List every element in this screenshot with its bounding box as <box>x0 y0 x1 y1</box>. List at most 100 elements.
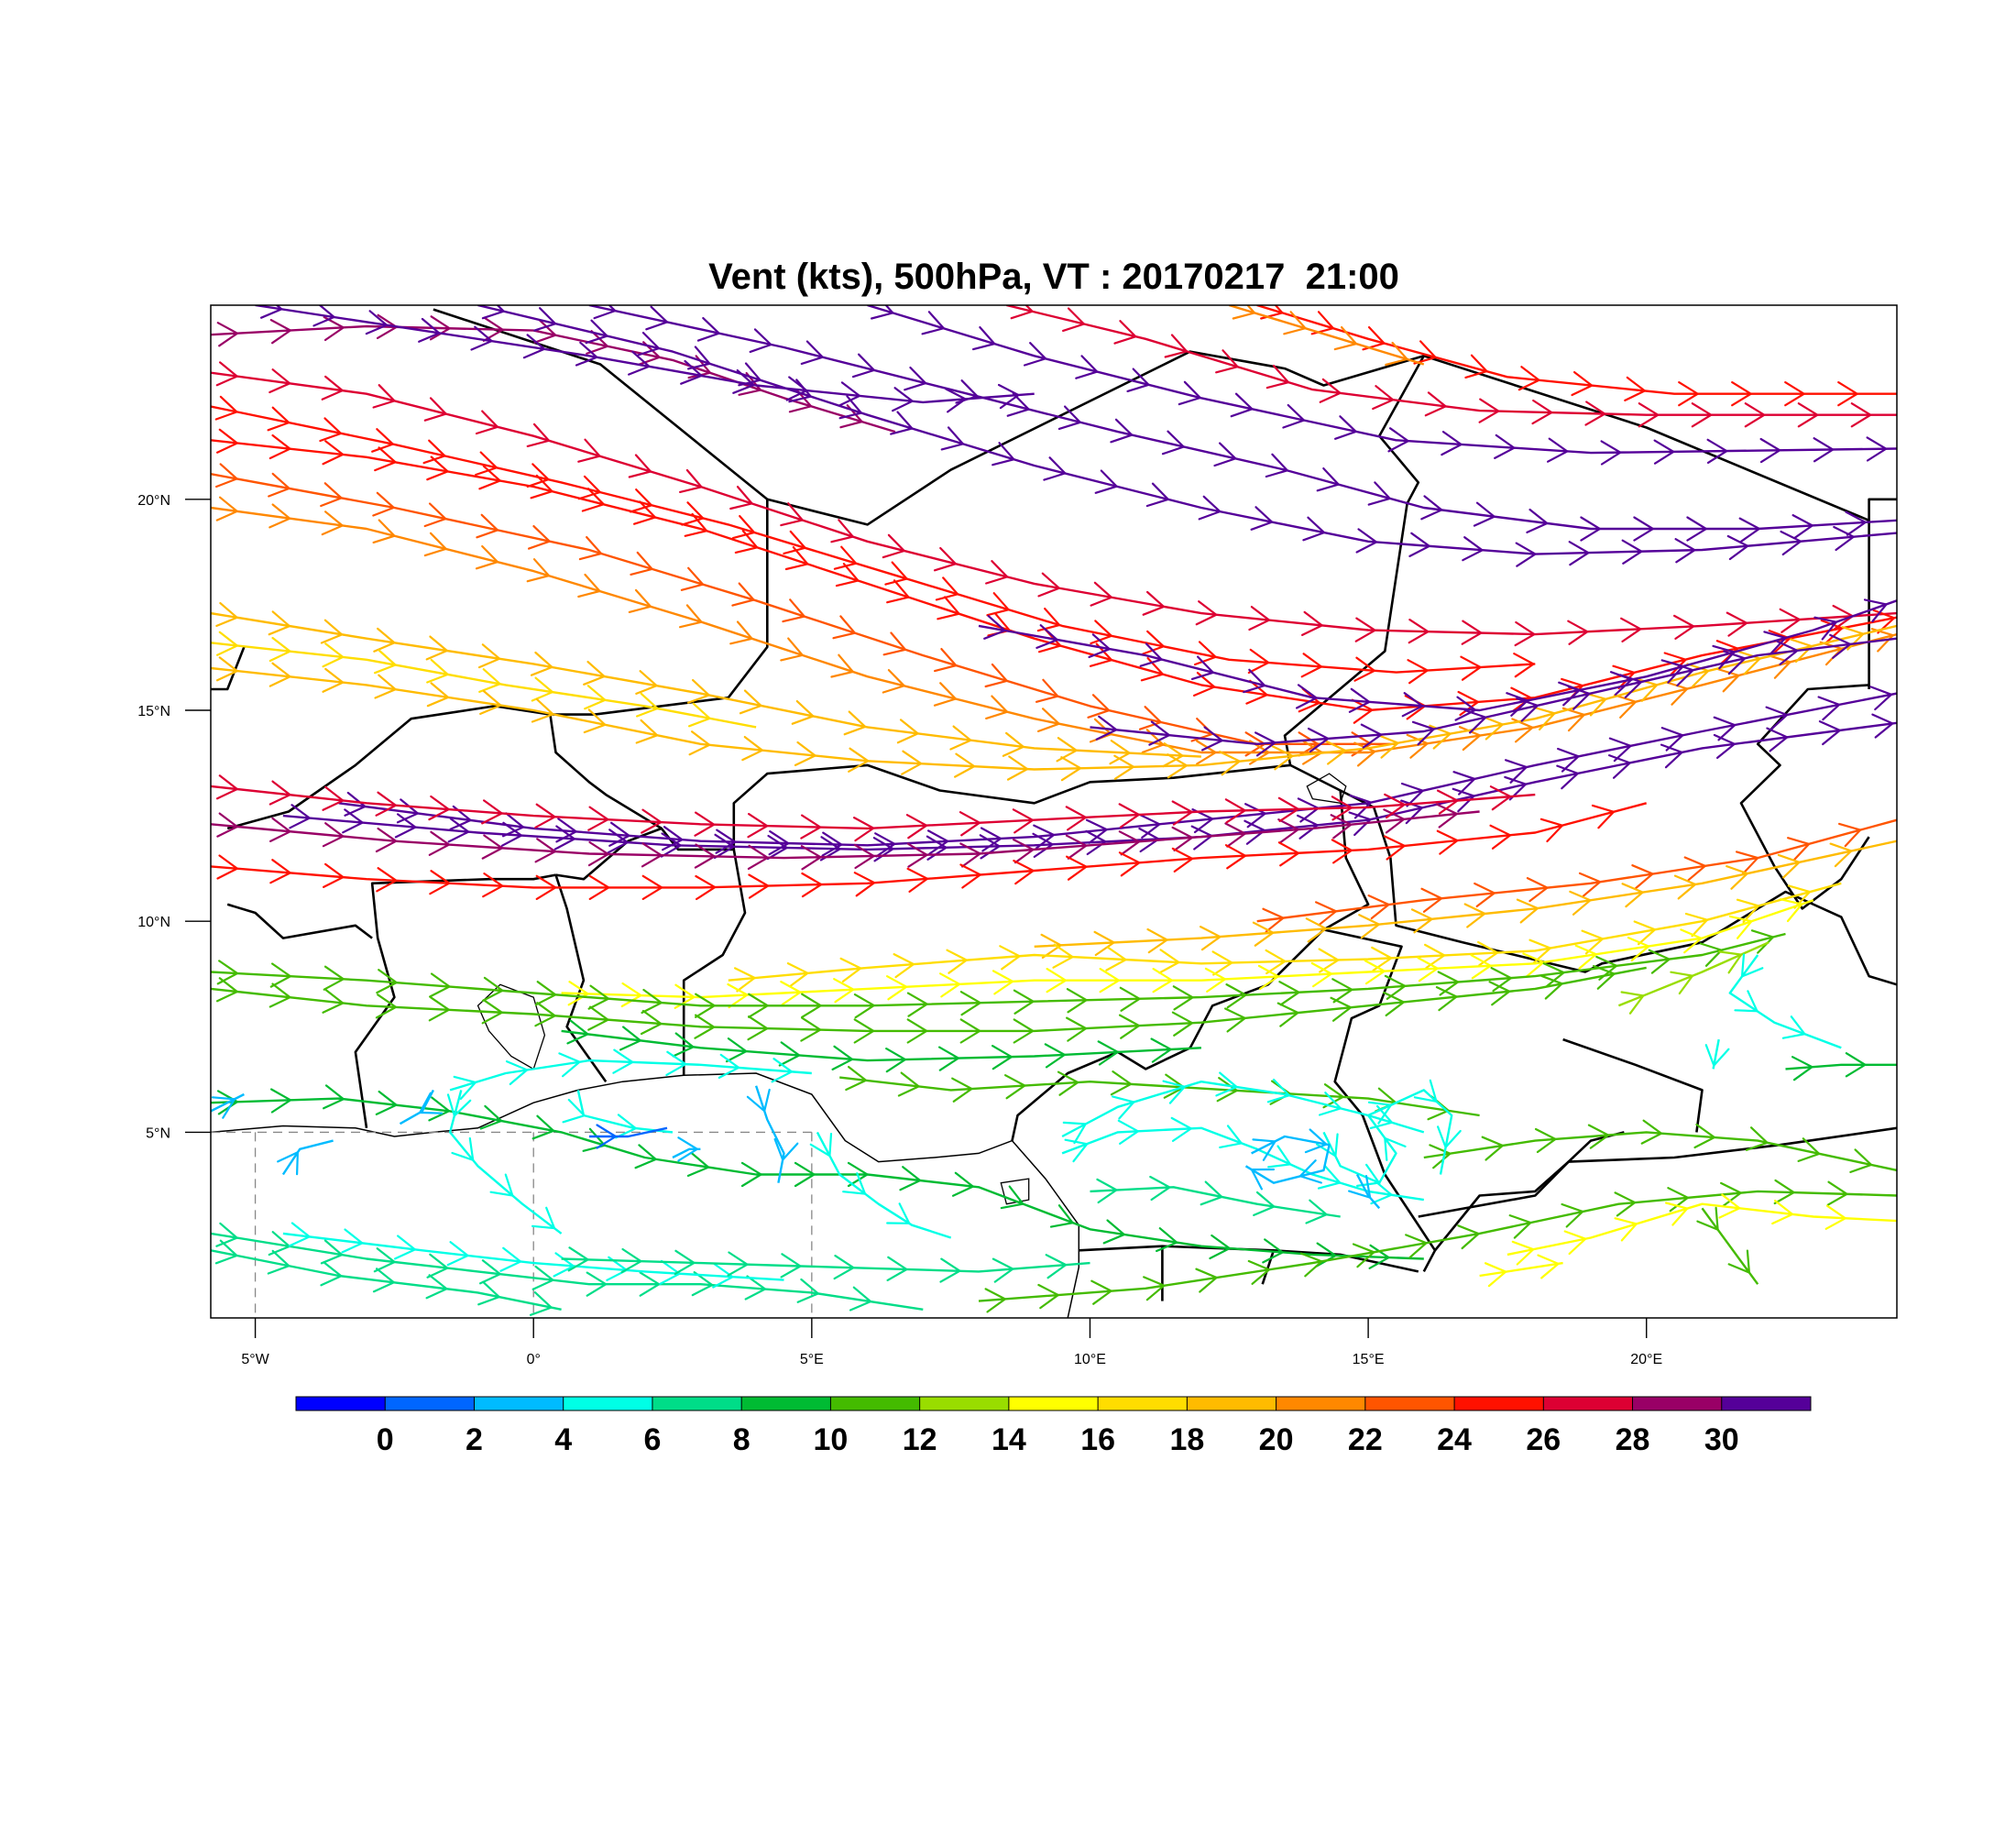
streamline-arrow <box>216 322 240 347</box>
streamline-arrow <box>1516 898 1540 924</box>
streamline-arrow <box>984 1288 1007 1313</box>
streamline-arrow <box>951 1077 974 1103</box>
streamline-arrow <box>312 305 336 327</box>
streamline <box>561 1246 1090 1283</box>
streamline-arrow <box>1863 598 1889 623</box>
streamline-arrow <box>1383 991 1406 1016</box>
streamline-arrow <box>1787 837 1812 862</box>
streamline-arrow <box>277 1150 300 1176</box>
streamline-arrow <box>1420 887 1444 913</box>
streamline-arrow <box>365 310 389 335</box>
streamline-arrow <box>1556 764 1580 790</box>
streamline-arrow <box>771 1058 794 1083</box>
streamline-arrow <box>1367 1101 1393 1125</box>
streamline-arrow <box>321 375 345 401</box>
streamline <box>211 428 1897 724</box>
streamline-arrow <box>1266 1078 1291 1103</box>
streamline-arrow <box>269 859 292 884</box>
streamline-arrow <box>526 463 551 488</box>
streamline-arrow <box>428 996 452 1022</box>
streamline-arrow <box>659 1259 682 1285</box>
coastline-path <box>211 1072 1080 1318</box>
streamline-arrow <box>939 972 962 998</box>
streamline-arrow <box>1298 687 1321 713</box>
streamline-arrow <box>1633 516 1656 542</box>
streamline-arrow <box>1435 986 1459 1012</box>
streamline-arrow <box>481 834 504 860</box>
streamline <box>1316 1079 1462 1187</box>
streamline-arrow <box>660 832 683 858</box>
streamline <box>1006 305 1897 428</box>
streamline-arrow <box>1845 510 1868 536</box>
streamline-arrow <box>1505 759 1528 784</box>
streamline-arrow <box>1088 633 1112 659</box>
streamline-path <box>1617 941 1769 1007</box>
streamline-arrow <box>1211 950 1234 976</box>
streamline-arrow <box>694 843 717 869</box>
streamline-arrow <box>1044 1043 1067 1069</box>
streamline-arrow <box>481 999 504 1025</box>
streamline-arrow <box>800 340 825 365</box>
streamline-arrow <box>1201 726 1224 752</box>
streamline-arrow <box>577 438 602 463</box>
streamline-arrow <box>582 1127 607 1152</box>
streamline-arrow <box>1213 442 1238 467</box>
streamline-arrow <box>585 319 609 345</box>
streamline <box>1061 1071 1425 1145</box>
streamline-arrow <box>933 546 958 572</box>
streamline-arrow <box>268 636 292 663</box>
streamline-arrow <box>478 668 502 693</box>
streamline-arrow <box>269 319 293 345</box>
streamline-arrow <box>1195 600 1219 626</box>
streamline-arrow <box>780 502 805 527</box>
streamline-arrow <box>1699 942 1724 967</box>
streamline-arrow <box>1385 341 1409 367</box>
streamline-arrow <box>1178 380 1202 406</box>
streamline-arrow <box>268 368 292 394</box>
streamline-arrow <box>853 872 877 897</box>
streamline-arrow <box>639 1271 662 1297</box>
colorbar-swatch <box>1276 1397 1366 1410</box>
border-segment <box>1323 928 1437 1273</box>
streamline-arrow <box>423 397 448 422</box>
streamline-arrow <box>1384 793 1407 819</box>
streamline-arrow <box>1143 1276 1167 1301</box>
streamline-arrow <box>531 676 554 702</box>
streamline-arrow <box>747 1015 770 1041</box>
colorbar-swatch <box>1364 1397 1455 1410</box>
streamline-arrow <box>289 804 312 829</box>
streamline-arrow <box>1768 630 1792 654</box>
streamline-arrow <box>1324 740 1348 765</box>
streamline-arrow <box>1648 949 1671 974</box>
streamline-arrow <box>1316 1133 1339 1158</box>
colorbar-swatch <box>296 1397 386 1410</box>
streamline-arrow <box>1736 851 1760 875</box>
streamline-arrow <box>801 993 823 1018</box>
streamline-arrow <box>665 1050 688 1076</box>
streamline-arrow <box>1716 667 1741 693</box>
streamline-path <box>211 1232 924 1311</box>
streamline-arrow <box>1400 782 1425 807</box>
streamline-path <box>211 371 1897 636</box>
streamline <box>282 1222 784 1289</box>
streamline-arrow <box>788 379 813 403</box>
streamline-arrow <box>744 1275 768 1301</box>
streamline-arrow <box>906 1018 929 1044</box>
streamline-arrow <box>1271 745 1295 771</box>
streamline-arrow <box>794 741 817 766</box>
streamline-arrow <box>801 872 824 898</box>
streamline-path <box>211 506 1897 754</box>
streamline-arrow <box>905 814 929 840</box>
streamline-arrow <box>216 977 239 1003</box>
streamline-arrow <box>1728 915 1754 939</box>
streamline-arrow <box>425 1274 449 1300</box>
streamline-arrow <box>322 785 345 811</box>
streamline-path <box>1256 305 1897 395</box>
lat-tick-label: 5°N <box>146 1125 170 1141</box>
streamline-arrow <box>727 982 750 1009</box>
streamline-arrow <box>1277 818 1300 844</box>
streamline-arrow <box>322 822 345 848</box>
streamline-arrow <box>1012 808 1035 834</box>
streamline-path <box>211 473 1397 745</box>
streamline-arrow <box>1006 392 1031 417</box>
